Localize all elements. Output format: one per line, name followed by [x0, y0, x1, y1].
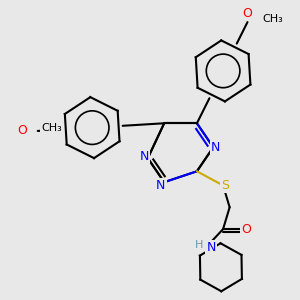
Text: N: N	[211, 141, 220, 154]
Text: N: N	[140, 149, 149, 163]
Text: N: N	[156, 179, 166, 192]
Text: CH₃: CH₃	[263, 14, 284, 24]
Text: S: S	[221, 179, 229, 192]
Text: CH₃: CH₃	[41, 123, 62, 133]
Text: O: O	[17, 124, 27, 137]
Text: N: N	[206, 241, 216, 254]
Text: O: O	[242, 7, 252, 20]
Text: O: O	[241, 223, 251, 236]
Text: H: H	[195, 241, 203, 250]
